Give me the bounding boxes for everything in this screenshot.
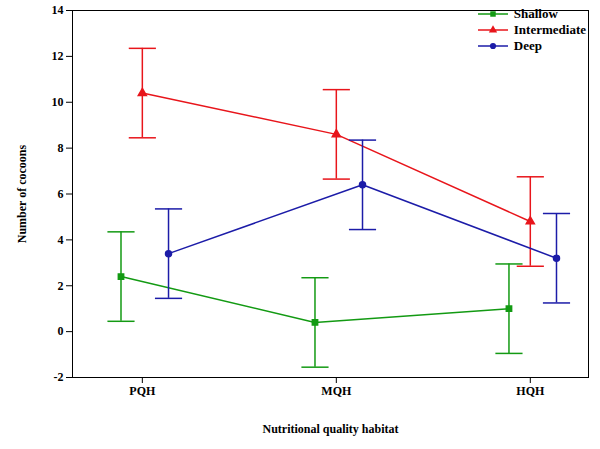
svg-text:14: 14 [52,3,64,17]
svg-text:MQH: MQH [321,384,352,398]
svg-text:HQH: HQH [516,384,545,398]
svg-text:6: 6 [58,187,64,201]
svg-text:Number of cocoons: Number of cocoons [15,144,29,243]
svg-text:0: 0 [58,324,64,338]
svg-text:10: 10 [52,95,64,109]
svg-text:4: 4 [58,233,64,247]
svg-text:PQH: PQH [129,384,156,398]
html-text:Intermediate: Intermediate [513,22,586,37]
svg-text:Nutritional quality habitat: Nutritional quality habitat [262,422,398,436]
svg-text:12: 12 [52,49,64,63]
svg-text:8: 8 [58,141,64,155]
html-text:Deep: Deep [513,38,542,53]
svg-text:2: 2 [58,279,64,293]
svg-text:-2: -2 [54,370,64,384]
html-text:Shallow: Shallow [513,6,558,21]
